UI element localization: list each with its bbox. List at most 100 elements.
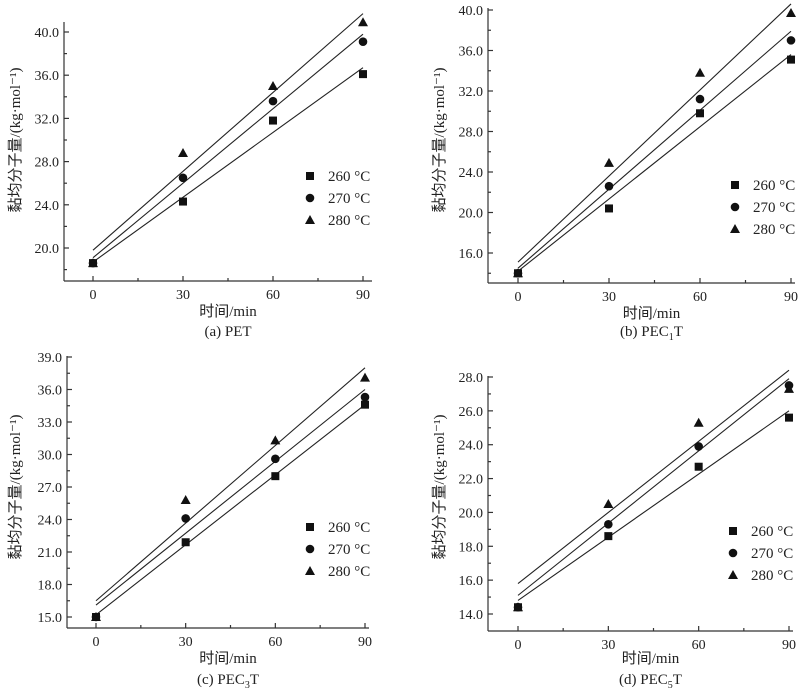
chart-panel-a: 20.0 24.0 28.0 32.0 36.0 40.0 0 30 60 90 时间/min 黏均分… <box>7 13 372 340</box>
data-point-triangle <box>91 612 101 621</box>
x-axis-title: 时间/min <box>622 650 680 667</box>
caption-text: (a) PET <box>204 324 251 340</box>
data-point-triangle <box>695 67 705 77</box>
legend-label: 270 °C <box>328 191 370 207</box>
data-point-circle <box>181 514 190 523</box>
data-point-circle <box>694 442 703 451</box>
caption-text: (b) PEC <box>620 324 669 340</box>
data-point-triangle <box>360 372 370 382</box>
data-point-triangle <box>358 17 368 27</box>
data-point-triangle <box>784 383 794 393</box>
legend-label: 280 °C <box>328 213 370 229</box>
data-point-square <box>605 204 613 213</box>
fit-line-circle <box>517 378 790 596</box>
y-tick-label: 14.0 <box>459 608 484 623</box>
panel-caption: (b) PEC1T <box>620 324 683 343</box>
legend-marker-circle <box>305 193 315 203</box>
x-tick-label: 60 <box>692 638 706 653</box>
caption-suffix: T <box>673 672 682 688</box>
data-point-triangle <box>786 8 796 18</box>
y-tick-label: 16.0 <box>459 247 484 262</box>
legend-label: 260 °C <box>328 520 370 536</box>
legend-label: 260 °C <box>328 169 370 185</box>
y-tick-label: 15.0 <box>38 611 63 626</box>
y-tick-label: 33.0 <box>38 416 63 431</box>
caption-suffix: T <box>250 672 259 688</box>
legend-label: 280 °C <box>751 568 793 584</box>
data-point-circle <box>695 94 705 104</box>
caption-subscript: 5 <box>668 680 673 691</box>
legend-label: 270 °C <box>753 200 795 216</box>
data-point-square <box>359 70 367 79</box>
data-point-circle <box>178 173 188 183</box>
legend-label: 280 °C <box>328 564 370 580</box>
legend: 260 °C 270 °C 280 °C <box>305 169 370 229</box>
x-tick-label: 30 <box>176 288 190 303</box>
data-point-triangle <box>180 495 191 504</box>
data-point-circle <box>604 181 614 191</box>
legend-marker-square <box>306 172 314 180</box>
x-tick-label: 0 <box>93 635 100 650</box>
x-tick-label: 30 <box>602 290 616 305</box>
y-tick-label: 27.0 <box>38 481 63 496</box>
y-tick-label: 40.0 <box>459 4 484 19</box>
caption-subscript: 3 <box>245 680 250 691</box>
y-tick-label: 36.0 <box>38 384 63 399</box>
x-tick-label: 0 <box>515 290 522 305</box>
x-axis-title: 时间/min <box>199 303 257 320</box>
panel-caption: (c) PEC3T <box>197 672 259 691</box>
data-point-square <box>181 538 190 547</box>
legend-marker-square <box>729 527 737 535</box>
y-tick-label: 18.0 <box>38 579 63 594</box>
y-tick-label: 28.0 <box>459 126 484 141</box>
fit-line-square <box>517 54 792 272</box>
data-point-square <box>361 400 369 409</box>
legend-marker-circle <box>728 548 738 558</box>
x-tick-label: 0 <box>515 638 522 653</box>
legend-marker-triangle <box>728 570 738 579</box>
caption-text: (c) PEC <box>197 672 245 688</box>
legend-label: 260 °C <box>751 524 793 540</box>
data-point-circle <box>271 454 280 464</box>
x-axis-title: 时间/min <box>199 650 257 667</box>
y-tick-label: 21.0 <box>38 546 63 561</box>
fit-line-triangle <box>517 3 792 263</box>
data-point-triangle <box>604 157 614 167</box>
legend-label: 260 °C <box>753 178 795 194</box>
fit-line-circle <box>517 30 792 269</box>
y-tick-label: 36.0 <box>459 45 484 60</box>
x-tick-label: 90 <box>356 288 370 303</box>
data-point-circle <box>786 36 796 45</box>
y-tick-label: 36.0 <box>35 69 60 84</box>
data-point-triangle <box>603 498 614 508</box>
legend: 260 °C 270 °C 280 °C <box>730 178 795 238</box>
legend-label: 280 °C <box>753 222 795 238</box>
legend-marker-square <box>731 181 739 189</box>
y-axis-title: 黏均分子量/(kg·mol⁻¹) <box>431 415 448 560</box>
y-tick-label: 18.0 <box>459 540 484 555</box>
caption-subscript: 1 <box>669 332 674 343</box>
x-tick-label: 90 <box>358 635 372 650</box>
y-axis-title: 黏均分子量/(kg·mol⁻¹) <box>7 415 24 560</box>
panel-caption: (a) PET <box>204 324 251 340</box>
y-tick-label: 30.0 <box>38 449 63 464</box>
y-tick-label: 16.0 <box>459 574 484 589</box>
chart-panel-c: 15.0 18.0 21.0 24.0 27.0 30.0 33.0 36.0 39.0 0 30 6… <box>7 351 372 691</box>
fit-line-square <box>517 410 790 601</box>
legend: 260 °C 270 °C 280 °C <box>305 520 370 580</box>
x-tick-label: 60 <box>693 290 707 305</box>
x-tick-label: 0 <box>90 288 97 303</box>
legend-label: 270 °C <box>751 546 793 562</box>
chart-panel-b: 16.0 20.0 24.0 28.0 32.0 36.0 40.0 0 30 60 90 时间/mi… <box>431 3 798 343</box>
x-tick-label: 30 <box>179 635 193 650</box>
data-point-circle <box>358 37 368 47</box>
data-point-square <box>604 532 613 541</box>
x-tick-label: 30 <box>601 638 615 653</box>
data-point-square <box>787 55 795 64</box>
data-point-square <box>179 197 187 206</box>
legend-marker-triangle <box>305 215 315 224</box>
y-axis-title: 黏均分子量/(kg·mol⁻¹) <box>431 68 448 213</box>
data-point-triangle <box>178 147 188 157</box>
data-point-triangle <box>693 417 704 427</box>
fit-line-circle <box>92 33 364 259</box>
